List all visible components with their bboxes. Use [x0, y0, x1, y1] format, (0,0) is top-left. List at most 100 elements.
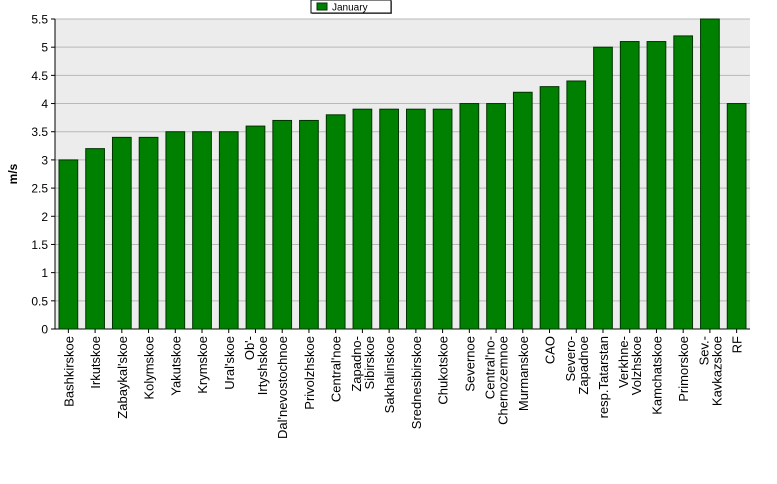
bar [593, 46, 613, 330]
bar [192, 131, 212, 330]
bar [352, 108, 373, 330]
x-tick-label-group: Central'no-Chernozemnoe [483, 336, 511, 425]
bar [673, 35, 694, 330]
bar [512, 91, 533, 330]
x-tick-label: Yakutskoe [168, 336, 183, 396]
x-tick-label-group: Sev.-Kavkazskoe [696, 336, 724, 406]
bar [700, 18, 720, 330]
bar [726, 103, 747, 330]
x-tick-label-group: Kolymskoe [142, 336, 157, 400]
x-tick-label-group: Zapadno-Sibirskoe [349, 336, 377, 392]
x-tick-label: Severo- [563, 336, 578, 382]
bar [406, 108, 426, 330]
bar [619, 41, 640, 330]
y-tick-label: 0.5 [31, 294, 48, 308]
bar [165, 131, 186, 330]
x-tick-label: Primorskoe [676, 336, 691, 402]
bar [299, 119, 319, 330]
x-tick-label: RF [730, 336, 745, 353]
x-tick-label-group: Primorskoe [676, 336, 691, 402]
y-tick-label: 1.5 [31, 238, 48, 252]
x-tick-label-group: RF [730, 336, 745, 353]
bar [218, 131, 239, 330]
bar [245, 125, 266, 330]
x-tick-label-group: resp.Tatarstan [596, 336, 611, 418]
bar [272, 119, 293, 330]
bar [325, 114, 346, 330]
x-tick-label: Zapadnoe [576, 336, 591, 395]
x-tick-label-group: Chukotskoe [436, 336, 451, 405]
x-tick-label: Volzhskoe [629, 336, 644, 395]
x-tick-label-group: Privolzhskoe [302, 336, 317, 410]
x-tick-label-group: Ural'skoe [222, 336, 237, 390]
x-tick-label: Central'noe [329, 336, 344, 402]
x-tick-label-group: CAO [543, 336, 558, 364]
y-tick-label: 3.5 [31, 125, 48, 139]
bar [58, 159, 79, 330]
x-tick-label: Kolymskoe [142, 336, 157, 400]
y-tick-label: 2 [41, 210, 48, 224]
x-tick-label-group: Bashkirskoe [61, 336, 76, 407]
x-tick-label: Kavkazskoe [709, 336, 724, 406]
bar [539, 86, 560, 330]
x-tick-label-group: Central'noe [329, 336, 344, 402]
y-axis-label: m/s [6, 163, 20, 184]
bar [566, 80, 587, 330]
x-tick-label: CAO [543, 336, 558, 364]
x-tick-label: Chernozemnoe [496, 336, 511, 425]
x-tick-label-group: Severnoe [462, 336, 477, 392]
bar [459, 103, 480, 330]
x-tick-label: Ural'skoe [222, 336, 237, 390]
x-tick-label: Sibirskoe [362, 336, 377, 389]
x-tick-label-group: Verkhne-Volzhskoe [616, 336, 644, 395]
x-tick-label: Krymskoe [195, 336, 210, 394]
plot-area [55, 19, 750, 329]
legend-label: January [332, 3, 368, 14]
y-tick-label: 4 [41, 97, 48, 111]
x-tick-label: Chukotskoe [436, 336, 451, 405]
bar [432, 108, 453, 330]
bar [379, 108, 399, 330]
y-tick-label: 4.5 [31, 69, 48, 83]
x-tick-label: Zabaykal'skoe [115, 336, 130, 419]
x-tick-label-group: Yakutskoe [168, 336, 183, 396]
x-tick-label-group: Srednesibirskoe [409, 336, 424, 429]
y-tick-label: 1 [41, 266, 48, 280]
x-tick-label: Sakhalinskoe [382, 336, 397, 413]
y-tick-label: 2.5 [31, 182, 48, 196]
x-tick-label-group: Ob'-Irtyshskoe [242, 336, 270, 395]
y-tick-label: 5 [41, 41, 48, 55]
x-tick-label: Ob'- [242, 336, 257, 360]
x-tick-label: Central'no- [483, 336, 498, 399]
x-tick-label: Irtyshskoe [255, 336, 270, 395]
bar [138, 136, 159, 330]
x-tick-label-group: Severo-Zapadnoe [563, 336, 591, 395]
y-tick-label: 5.5 [31, 13, 48, 27]
x-tick-label: Murmanskoe [516, 336, 531, 411]
bar [85, 148, 105, 330]
x-tick-label-group: Irkutskoe [88, 336, 103, 389]
x-tick-label-group: Kamchatskoe [649, 336, 664, 415]
legend: January [310, 0, 392, 14]
y-tick-label: 0 [41, 323, 48, 337]
bar [111, 136, 132, 330]
x-tick-label: Bashkirskoe [61, 336, 76, 407]
bar [646, 41, 667, 330]
x-tick-label: Verkhne- [616, 336, 631, 388]
x-tick-label-group: Dal'nevostochnoe [275, 336, 290, 439]
legend-swatch [316, 2, 328, 11]
bar [486, 103, 506, 330]
x-tick-label-group: Zabaykal'skoe [115, 336, 130, 419]
legend-box [310, 0, 392, 14]
x-tick-label: Srednesibirskoe [409, 336, 424, 429]
x-tick-label-group: Krymskoe [195, 336, 210, 394]
x-tick-label: resp.Tatarstan [596, 336, 611, 418]
x-tick-label: Irkutskoe [88, 336, 103, 389]
y-tick-label: 3 [41, 153, 48, 167]
x-tick-label-group: Sakhalinskoe [382, 336, 397, 413]
x-tick-label: Dal'nevostochnoe [275, 336, 290, 439]
x-tick-label-group: Murmanskoe [516, 336, 531, 411]
x-tick-label: Privolzhskoe [302, 336, 317, 410]
